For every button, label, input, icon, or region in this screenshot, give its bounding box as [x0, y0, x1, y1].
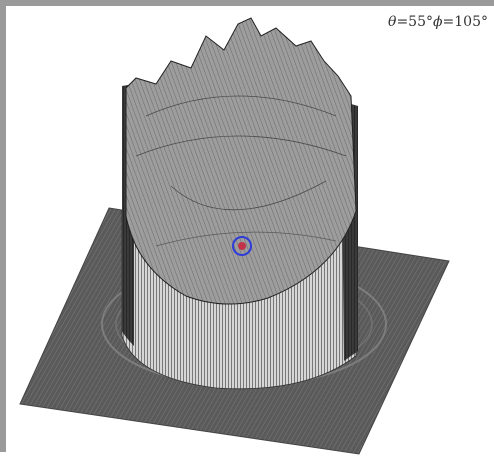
theta-symbol: θ: [388, 14, 397, 30]
surface-plot-viewport[interactable]: [6, 6, 494, 458]
dome-surface: [125, 17, 357, 305]
dome-contour-2: [135, 135, 347, 157]
dome-contour-4: [155, 231, 337, 247]
position-marker-outer[interactable]: [232, 236, 252, 256]
theta-value: =55°: [396, 14, 433, 30]
phi-value: =105°: [442, 14, 488, 30]
dome-contour-1: [145, 95, 337, 117]
phi-symbol: ϕ: [433, 14, 443, 30]
position-marker-inner: [238, 242, 246, 250]
view-angle-readout: θ=55°ϕ=105°: [388, 14, 488, 30]
dome-contour-3: [170, 180, 327, 211]
